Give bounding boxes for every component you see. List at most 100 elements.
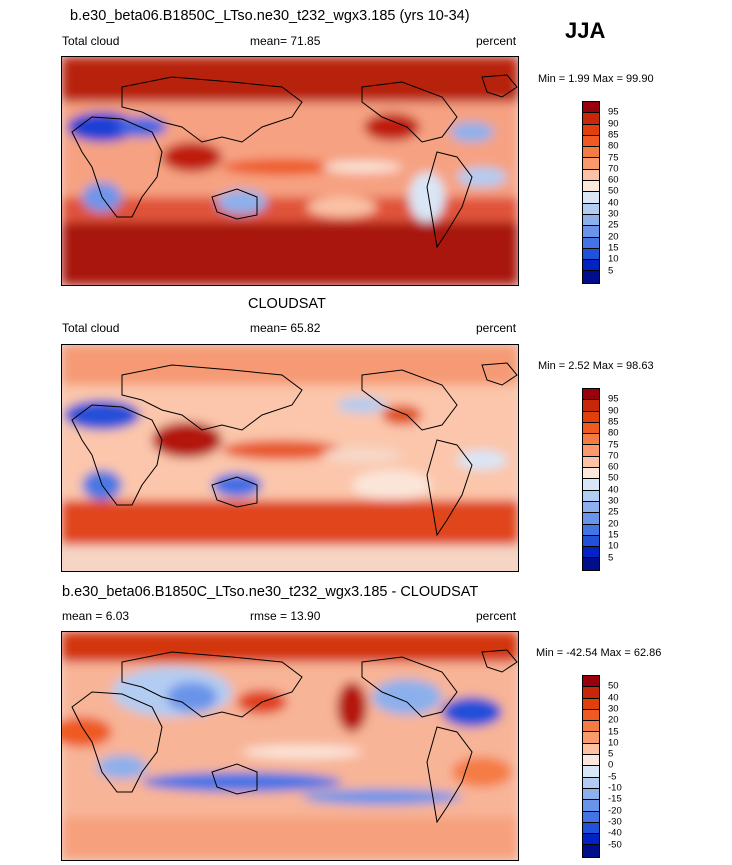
- panel3-map-field: [62, 632, 518, 860]
- colorbar-swatch: [583, 676, 599, 688]
- colorbar-swatch: [583, 389, 599, 401]
- panel2-center-label: mean= 65.82: [250, 321, 321, 335]
- colorbar-level-label: 40: [608, 197, 619, 209]
- colorbar-level-label: 20: [608, 714, 619, 726]
- colorbar-swatch: [583, 845, 599, 857]
- colorbar-swatch: [583, 788, 599, 801]
- colorbar-swatch: [583, 445, 599, 457]
- colorbar-level-label: 20: [608, 231, 619, 243]
- colorbar-swatch: [583, 800, 599, 812]
- colorbar-swatch: [583, 203, 599, 215]
- colorbar-level-label: 80: [608, 427, 619, 439]
- colorbar-level-label: 90: [608, 405, 619, 417]
- colorbar-swatch: [583, 456, 599, 469]
- colorbar-swatch: [583, 468, 599, 480]
- colorbar-swatch: [583, 501, 599, 514]
- colorbar-swatch: [583, 479, 599, 491]
- colorbar-level-label: 25: [608, 506, 619, 518]
- colorbar-level-label: -30: [608, 816, 622, 828]
- colorbar-swatch: [583, 687, 599, 699]
- colorbar-swatch: [583, 237, 599, 249]
- colorbar-level-label: 5: [608, 748, 614, 760]
- colorbar-swatch: [583, 755, 599, 767]
- colorbar-level-label: 75: [608, 152, 619, 163]
- colorbar-level-label: 15: [608, 726, 619, 737]
- colorbar-level-label: 50: [608, 472, 619, 484]
- panel2-map: [61, 344, 519, 572]
- colorbar-swatch: [583, 147, 599, 159]
- colorbar-level-label: 10: [608, 540, 619, 552]
- colorbar-swatch: [583, 777, 599, 789]
- panel1-center-label: mean= 71.85: [250, 34, 321, 48]
- panel1-title: b.e30_beta06.B1850C_LTso.ne30_t232_wgx3.…: [70, 8, 470, 24]
- colorbar-level-label: 95: [608, 393, 619, 405]
- colorbar-swatch: [583, 547, 599, 559]
- colorbar-swatch: [583, 558, 599, 570]
- colorbar-level-label: 50: [608, 680, 619, 692]
- colorbar-level-label: -40: [608, 827, 622, 839]
- colorbar-level-label: 5: [608, 552, 614, 563]
- colorbar-level-label: -20: [608, 805, 622, 817]
- panel2-colorbar: [582, 388, 600, 571]
- colorbar-swatch: [583, 214, 599, 227]
- colorbar-level-label: -50: [608, 839, 622, 850]
- colorbar-swatch: [583, 411, 599, 423]
- colorbar-level-label: 60: [608, 461, 619, 473]
- colorbar-swatch: [583, 721, 599, 733]
- panel3-left-label: mean = 6.03: [62, 609, 130, 623]
- colorbar-swatch: [583, 822, 599, 835]
- colorbar-swatch: [583, 743, 599, 756]
- panel1-coastlines: [71, 74, 518, 249]
- colorbar-swatch: [583, 271, 599, 283]
- panel3-coastlines: [71, 649, 518, 824]
- panel2-coastlines: [71, 362, 518, 537]
- panel1-map: [61, 56, 519, 286]
- colorbar-swatch: [583, 400, 599, 412]
- colorbar-level-label: 85: [608, 416, 619, 428]
- colorbar-level-label: 5: [608, 265, 614, 276]
- colorbar-swatch: [583, 192, 599, 204]
- colorbar-swatch: [583, 766, 599, 778]
- panel1-minmax: Min = 1.99 Max = 99.90: [538, 73, 654, 85]
- panel2-left-label: Total cloud: [62, 321, 120, 335]
- panel3-center-label: rmse = 13.90: [250, 609, 321, 623]
- colorbar-level-label: 10: [608, 253, 619, 265]
- colorbar-swatch: [583, 113, 599, 125]
- panel3-colorbar: [582, 675, 600, 858]
- colorbar-level-label: 80: [608, 140, 619, 152]
- colorbar-level-label: 85: [608, 129, 619, 141]
- panel1-map-field: [62, 57, 518, 285]
- colorbar-swatch: [583, 811, 599, 823]
- colorbar-swatch: [583, 535, 599, 548]
- colorbar-level-label: 70: [608, 163, 619, 175]
- colorbar-level-label: 25: [608, 219, 619, 231]
- colorbar-swatch: [583, 434, 599, 446]
- panel2-title: CLOUDSAT: [248, 296, 326, 312]
- colorbar-swatch: [583, 135, 599, 148]
- colorbar-level-label: 95: [608, 106, 619, 118]
- panel1-left-label: Total cloud: [62, 34, 120, 48]
- colorbar-swatch: [583, 490, 599, 502]
- colorbar-level-label: 50: [608, 185, 619, 197]
- colorbar-swatch: [583, 513, 599, 525]
- colorbar-swatch: [583, 226, 599, 238]
- panel1-colorbar: [582, 101, 600, 284]
- colorbar-swatch: [583, 834, 599, 846]
- colorbar-level-label: 75: [608, 439, 619, 450]
- colorbar-swatch: [583, 158, 599, 170]
- colorbar-swatch: [583, 169, 599, 182]
- panel3-right-label: percent: [476, 609, 517, 623]
- colorbar-swatch: [583, 102, 599, 114]
- panel2-right-label: percent: [476, 321, 517, 335]
- colorbar-swatch: [583, 732, 599, 744]
- colorbar-swatch: [583, 181, 599, 193]
- colorbar-level-label: 20: [608, 518, 619, 530]
- colorbar-swatch: [583, 422, 599, 435]
- panel3-map: [61, 631, 519, 861]
- colorbar-level-label: 60: [608, 174, 619, 186]
- colorbar-level-label: -5: [608, 771, 617, 783]
- colorbar-level-label: 10: [608, 737, 619, 749]
- colorbar-level-label: 40: [608, 692, 619, 704]
- panel1-right-label: percent: [476, 34, 517, 48]
- season-label: JJA: [565, 18, 606, 43]
